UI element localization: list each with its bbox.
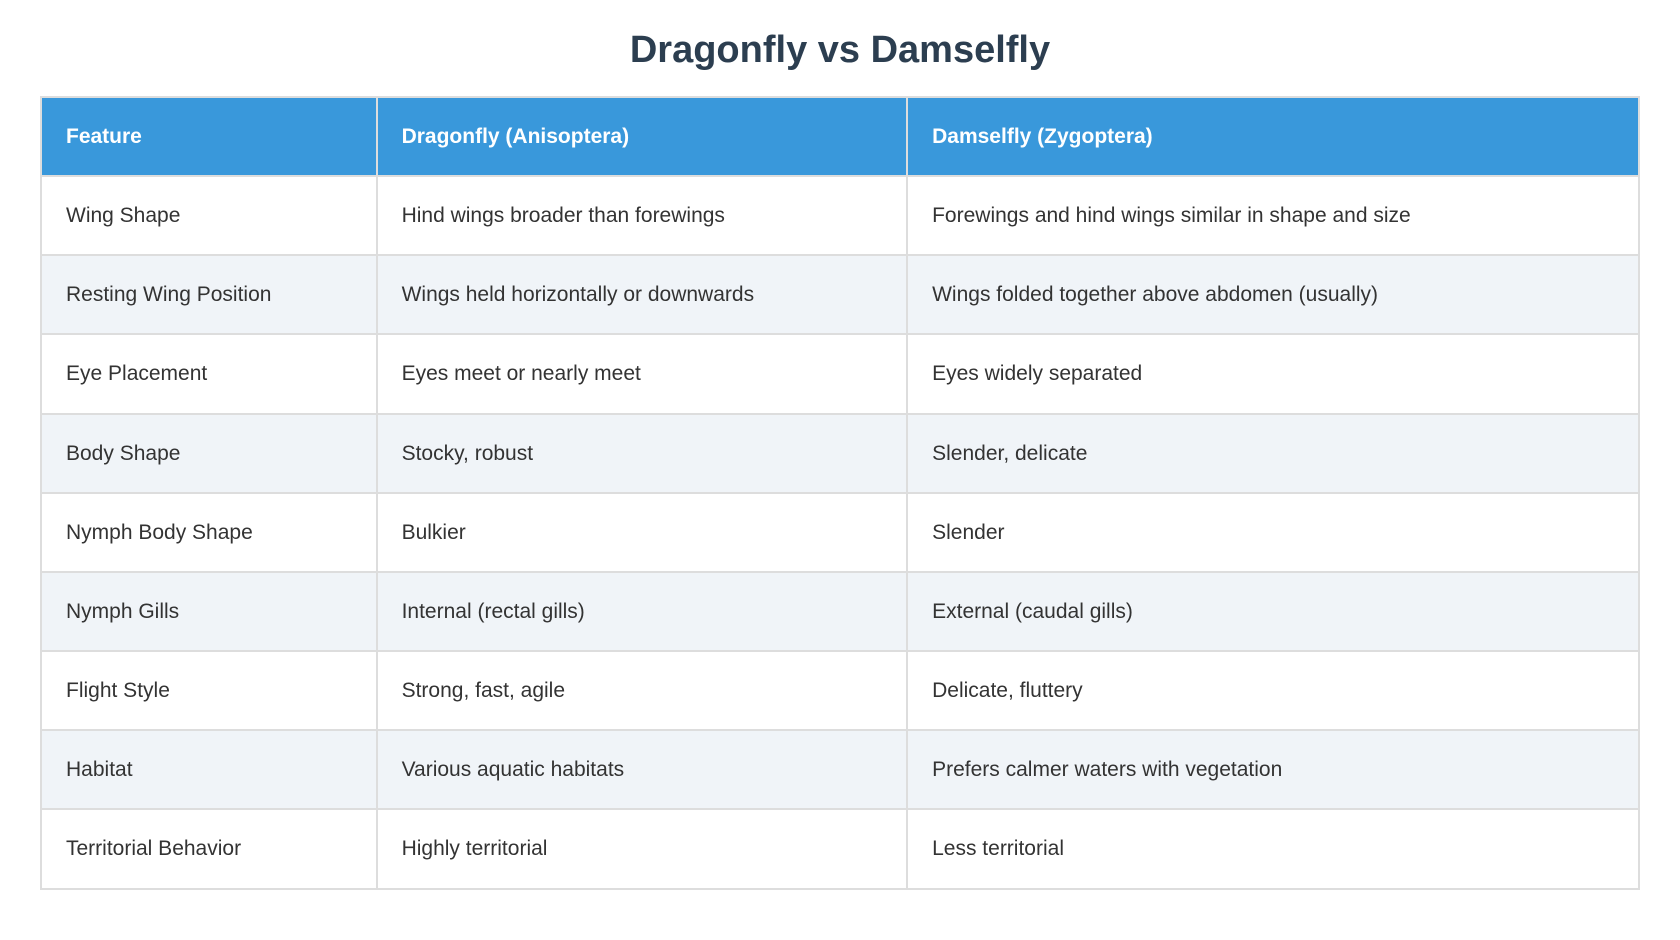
table-row: Flight Style Strong, fast, agile Delicat…	[40, 650, 1640, 732]
feature-cell: Territorial Behavior	[40, 808, 378, 890]
header-dragonfly: Dragonfly (Anisoptera)	[375, 95, 909, 177]
damselfly-cell: Wings folded together above abdomen (usu…	[906, 254, 1640, 336]
damselfly-cell: Delicate, fluttery	[906, 650, 1640, 732]
table-row: Nymph Body Shape Bulkier Slender	[40, 491, 1640, 573]
table-row: Wing Shape Hind wings broader than forew…	[40, 174, 1640, 257]
feature-cell: Flight Style	[40, 650, 378, 732]
page-title: Dragonfly vs Damselfly	[629, 29, 1051, 71]
dragonfly-cell: Eyes meet or nearly meet	[375, 333, 909, 415]
table-row: Resting Wing Position Wings held horizon…	[40, 254, 1640, 336]
comparison-table: Feature Dragonfly (Anisoptera) Damselfly…	[40, 95, 1640, 890]
dragonfly-cell: Wings held horizontally or downwards	[375, 254, 909, 336]
header-row: Feature Dragonfly (Anisoptera) Damselfly…	[40, 95, 1640, 177]
damselfly-cell: Slender, delicate	[906, 412, 1640, 494]
damselfly-cell: Forewings and hind wings similar in shap…	[906, 174, 1640, 257]
dragonfly-cell: Hind wings broader than forewings	[375, 174, 909, 257]
table-row: Nymph Gills Internal (rectal gills) Exte…	[40, 570, 1640, 653]
feature-cell: Habitat	[40, 729, 378, 811]
damselfly-cell: Eyes widely separated	[906, 333, 1640, 415]
damselfly-cell: Less territorial	[906, 808, 1640, 890]
damselfly-cell: Prefers calmer waters with vegetation	[906, 729, 1640, 811]
dragonfly-cell: Highly territorial	[375, 808, 909, 890]
feature-cell: Resting Wing Position	[40, 254, 378, 336]
feature-cell: Eye Placement	[40, 333, 378, 415]
table-row: Body Shape Stocky, robust Slender, delic…	[40, 412, 1640, 494]
feature-cell: Wing Shape	[40, 174, 378, 257]
dragonfly-cell: Internal (rectal gills)	[375, 570, 909, 653]
feature-cell: Nymph Body Shape	[40, 491, 378, 573]
damselfly-cell: Slender	[906, 491, 1640, 573]
dragonfly-cell: Bulkier	[375, 491, 909, 573]
dragonfly-cell: Strong, fast, agile	[375, 650, 909, 732]
table-row: Habitat Various aquatic habitats Prefers…	[40, 729, 1640, 811]
table-row: Eye Placement Eyes meet or nearly meet E…	[40, 333, 1640, 415]
feature-cell: Body Shape	[40, 412, 378, 494]
dragonfly-cell: Various aquatic habitats	[375, 729, 909, 811]
header-damselfly: Damselfly (Zygoptera)	[906, 95, 1640, 177]
feature-cell: Nymph Gills	[40, 570, 378, 653]
header-feature: Feature	[40, 95, 378, 177]
dragonfly-cell: Stocky, robust	[375, 412, 909, 494]
damselfly-cell: External (caudal gills)	[906, 570, 1640, 653]
table-row: Territorial Behavior Highly territorial …	[40, 808, 1640, 890]
